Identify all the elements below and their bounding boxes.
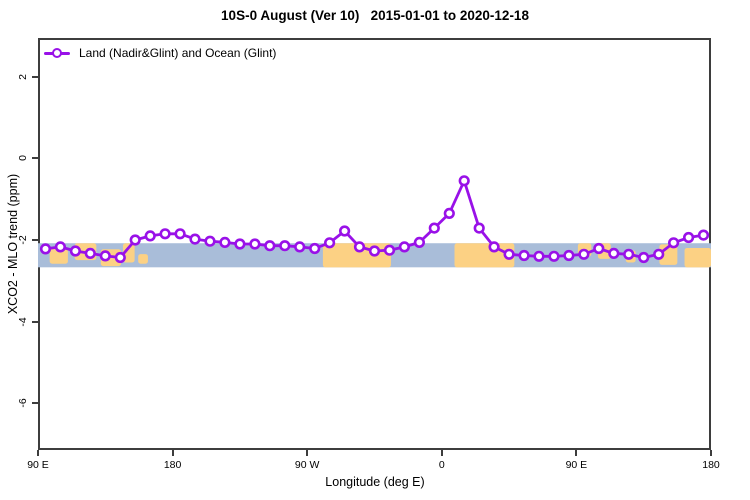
page-title: 10S-0 August (Ver 10) 2015-01-01 to 2020… xyxy=(221,8,529,23)
data-point xyxy=(189,233,201,245)
data-point xyxy=(174,228,186,240)
data-point xyxy=(503,248,515,260)
legend-label: Land (Nadir&Glint) and Ocean (Glint) xyxy=(79,46,277,60)
data-point xyxy=(324,237,336,249)
y-tick-mark xyxy=(32,238,38,241)
x-tick-mark xyxy=(710,450,712,456)
chart-canvas xyxy=(38,175,711,268)
y-tick-mark xyxy=(32,402,38,405)
data-point xyxy=(638,251,650,264)
data-point xyxy=(144,230,156,242)
y-tick-mark xyxy=(32,75,38,78)
data-point xyxy=(114,251,126,264)
data-point xyxy=(383,244,396,256)
data-point xyxy=(458,175,470,187)
x-tick-label: 90 E xyxy=(27,459,49,471)
data-point xyxy=(368,245,381,257)
x-tick-mark xyxy=(440,450,443,456)
legend: Land (Nadir&Glint) and Ocean (Glint) xyxy=(44,45,276,61)
data-point xyxy=(518,249,530,262)
data-point xyxy=(234,238,246,250)
x-tick-mark xyxy=(37,450,39,456)
data-point xyxy=(69,245,82,257)
data-point xyxy=(533,250,545,262)
data-point xyxy=(682,231,695,244)
data-point xyxy=(309,242,321,255)
x-tick-label: 90 E xyxy=(565,459,588,471)
data-point xyxy=(608,247,620,259)
data-point xyxy=(99,250,111,262)
data-point xyxy=(443,207,455,219)
data-point xyxy=(339,225,351,237)
x-tick-mark xyxy=(171,450,174,456)
data-point xyxy=(129,234,141,246)
data-point xyxy=(623,248,635,260)
data-point xyxy=(697,229,710,241)
map-land-solomon-islands xyxy=(138,254,148,264)
data-point xyxy=(473,222,485,234)
data-point xyxy=(219,236,231,248)
y-tick-label: 0 xyxy=(17,155,29,162)
x-tick-label: 90 W xyxy=(294,459,320,471)
y-tick-label: 2 xyxy=(17,73,29,80)
x-tick-label: 180 xyxy=(702,459,720,471)
y-tick-label: -6 xyxy=(17,398,29,408)
data-point xyxy=(294,241,306,253)
x-tick-mark xyxy=(575,450,578,456)
data-point xyxy=(54,241,66,253)
y-axis-label: XCO2 - MLO trend (ppm) xyxy=(6,173,20,315)
y-tick-label: -4 xyxy=(17,316,29,327)
data-point xyxy=(264,240,276,252)
data-point xyxy=(249,238,261,250)
y-tick-mark xyxy=(32,157,38,160)
open-circle-marker-icon xyxy=(44,48,70,58)
data-point xyxy=(39,243,52,255)
data-point xyxy=(578,248,590,260)
map-land-melanesia-repeat xyxy=(684,248,711,268)
data-point xyxy=(667,237,680,249)
data-point xyxy=(653,248,665,260)
data-point xyxy=(84,247,96,259)
data-point xyxy=(204,235,216,247)
data-point xyxy=(548,250,560,262)
x-axis-label: Longitude (deg E) xyxy=(325,475,425,489)
data-point xyxy=(353,241,366,253)
data-point xyxy=(593,242,605,255)
data-point xyxy=(563,249,575,262)
data-point xyxy=(279,240,291,252)
data-point xyxy=(488,241,500,253)
data-point xyxy=(159,228,171,240)
data-point xyxy=(428,222,440,234)
y-tick-mark xyxy=(32,320,38,323)
data-point xyxy=(413,236,426,248)
x-tick-mark xyxy=(306,450,309,456)
data-point xyxy=(398,241,411,253)
x-tick-label: 0 xyxy=(438,459,445,471)
x-tick-label: 180 xyxy=(163,459,182,471)
